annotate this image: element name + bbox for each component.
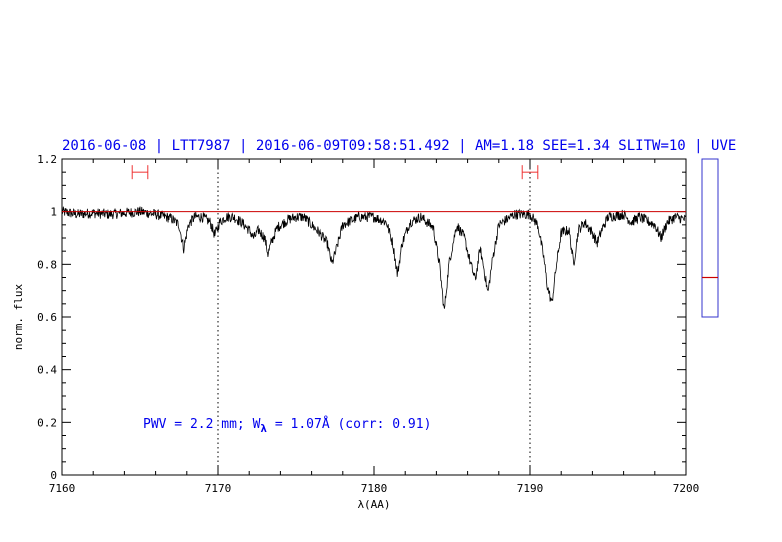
pwv-annotation: PWV = 2.2 mm; Wλ = 1.07Å (corr: 0.91)	[143, 416, 431, 435]
y-tick-label: 1	[50, 206, 57, 219]
reference-lines	[217, 159, 531, 475]
y-tick-label: 0	[50, 469, 57, 482]
pwv-gauge	[701, 158, 719, 318]
y-tick-label: 0.8	[37, 258, 57, 271]
plot-title: 2016-06-08 | LTT7987 | 2016-06-09T09:58:…	[62, 138, 736, 154]
y-tick-label: 1.2	[37, 153, 57, 166]
y-tick-label: 0.6	[37, 311, 57, 324]
axis-ticks: 7160 7170 7180 7190 7200 0 0.2 0.4 0.6 0.8 1 1.2	[37, 153, 699, 495]
x-tick-label: 7160	[49, 482, 76, 495]
x-tick-label: 7180	[361, 482, 388, 495]
spectrum-series	[61, 206, 687, 309]
x-axis-label: λ(AA)	[357, 498, 390, 511]
y-tick-label: 0.4	[37, 364, 57, 377]
pwv-annotation-suffix: = 1.07Å (corr: 0.91)	[267, 416, 431, 432]
y-axis-label: norm. flux	[12, 284, 25, 351]
pwv-annotation-subscript: λ	[260, 422, 267, 435]
pwv-gauge-frame	[701, 158, 719, 318]
x-tick-label: 7170	[205, 482, 232, 495]
x-tick-label: 7190	[517, 482, 544, 495]
y-tick-label: 0.2	[37, 416, 57, 429]
fit-region-markers	[131, 165, 539, 180]
pwv-annotation-prefix: PWV = 2.2 mm; W	[143, 417, 261, 432]
x-tick-label: 7200	[673, 482, 700, 495]
spectrum-line	[61, 206, 687, 309]
